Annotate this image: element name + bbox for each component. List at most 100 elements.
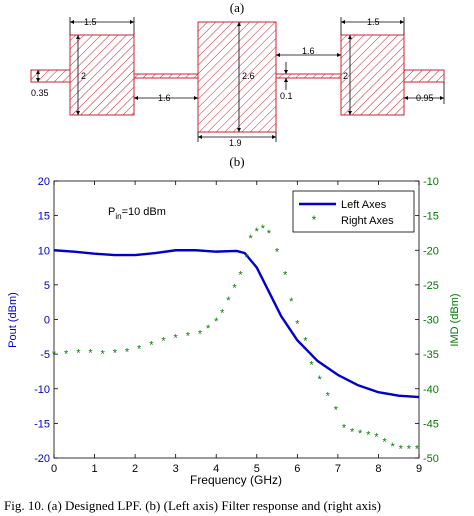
x-tick-label: 9 — [416, 463, 422, 475]
dim-stub3-length: 2 — [343, 71, 348, 81]
dim-stub2-length: 2.6 — [242, 71, 255, 81]
x-axis-label: Frequency (GHz) — [190, 473, 282, 487]
lpf-geometry — [30, 21, 445, 133]
y-right-tick-label: -10 — [423, 176, 439, 188]
stub-2 — [197, 21, 277, 133]
x-tick-label: 7 — [335, 463, 341, 475]
dim-line-width: 0.1 — [280, 91, 293, 101]
series-point-right-axes: * — [137, 344, 142, 356]
dim-feed-length: 0.95 — [416, 93, 434, 103]
series-point-right-axes: * — [399, 443, 404, 455]
x-tick-label: 0 — [51, 463, 57, 475]
series-point-right-axes: * — [289, 296, 294, 308]
y-left-tick-label: 10 — [38, 245, 50, 257]
x-tick-label: 1 — [91, 463, 97, 475]
line-2 — [275, 73, 342, 79]
legend-box — [292, 190, 415, 233]
y-right-tick-label: -50 — [423, 453, 439, 465]
series-point-right-axes: * — [238, 269, 243, 281]
series-point-right-axes: * — [101, 348, 106, 360]
series-point-right-axes: * — [174, 333, 179, 345]
series-point-right-axes: * — [76, 348, 81, 360]
series-point-right-axes: * — [261, 223, 266, 235]
y-left-tick-label: 5 — [44, 280, 50, 292]
series-line-left-axes — [53, 249, 420, 399]
y-left-tick-label: 20 — [38, 176, 50, 188]
figure-caption: Fig. 10. (a) Designed LPF. (b) (Left axi… — [4, 498, 381, 513]
series-point-right-axes: * — [64, 348, 69, 360]
y-right-tick-label: -15 — [423, 211, 439, 223]
y-right-tick-label: -20 — [423, 245, 439, 257]
y-right-tick-label: -30 — [423, 315, 439, 327]
series-point-right-axes: * — [244, 252, 249, 264]
series-point-right-axes: * — [295, 319, 300, 331]
series-point-right-axes: * — [334, 405, 339, 417]
legend-marker-right: * — [312, 213, 317, 227]
series-point-right-axes: * — [113, 348, 118, 360]
x-tick-label: 6 — [294, 463, 300, 475]
caption-a: (a) — [229, 0, 245, 15]
x-tick-label: 5 — [254, 463, 260, 475]
series-point-right-axes: * — [232, 283, 237, 295]
x-tick-label: 8 — [375, 463, 381, 475]
stub-3 — [340, 34, 405, 116]
series-point-right-axes: * — [407, 443, 412, 455]
legend: Left Axes * Right Axes — [292, 190, 415, 233]
x-tick-label: 4 — [213, 463, 219, 475]
feed-line-left — [30, 69, 71, 83]
y-left-tick-label: 15 — [38, 211, 50, 223]
series-point-right-axes: * — [317, 374, 322, 386]
dim-line2-length: 1.6 — [302, 46, 315, 56]
series-point-right-axes: * — [309, 360, 314, 372]
feed-line-right — [403, 69, 445, 83]
y-right-tick-label: -45 — [423, 418, 439, 430]
series-point-right-axes: * — [161, 335, 166, 347]
series-point-right-axes: * — [149, 339, 154, 351]
y-left-tick-label: 0 — [44, 315, 50, 327]
y-left-tick-label: -20 — [34, 453, 50, 465]
y-axis-label-right: IMD (dBm) — [449, 293, 461, 346]
series-point-right-axes: * — [382, 436, 387, 448]
lpf-layout-diagram: 1.5 2 0.35 1.6 2.6 1.9 1.6 0.1 2 1.5 0.9… — [30, 17, 445, 148]
y-left-tick-label: -15 — [34, 418, 50, 430]
y-right-tick-label: -40 — [423, 384, 439, 396]
series-point-right-axes: * — [267, 228, 272, 240]
legend-label-left: Left Axes — [341, 199, 387, 211]
legend-label-right: Right Axes — [341, 215, 394, 227]
series-point-right-axes: * — [415, 443, 420, 455]
series-point-right-axes: * — [275, 247, 280, 259]
series-point-right-axes: * — [214, 316, 219, 328]
dim-stub1-length: 2 — [81, 71, 86, 81]
filter-response-chart: 0 1 2 3 4 5 6 7 8 9 20 15 10 5 0 -5 -10 -15 -20 -10 -15 -20 -2… — [7, 176, 461, 487]
dim-stub3-width: 1.5 — [367, 17, 380, 27]
series-point-right-axes: * — [342, 423, 347, 435]
y-right-tick-label: -35 — [423, 349, 439, 361]
series-point-right-axes: * — [283, 269, 288, 281]
series-point-right-axes: * — [206, 323, 211, 335]
series-point-right-axes: * — [374, 432, 379, 444]
series-point-right-axes: * — [52, 349, 57, 361]
series-point-right-axes: * — [125, 346, 130, 358]
dim-feed-width: 0.35 — [31, 88, 49, 98]
pin-annotation: Pin=10 dBm — [108, 206, 166, 221]
stub-1 — [69, 34, 135, 116]
caption-b: (b) — [229, 154, 245, 169]
y-right-tick-label: -25 — [423, 280, 439, 292]
series-point-right-axes: * — [366, 429, 371, 441]
series-point-right-axes: * — [350, 427, 355, 439]
series-point-right-axes: * — [88, 348, 93, 360]
y-left-tick-label: -10 — [34, 384, 50, 396]
series-point-right-axes: * — [255, 226, 260, 238]
series-point-right-axes: * — [220, 308, 225, 320]
x-tick-label: 3 — [173, 463, 179, 475]
series-point-right-axes: * — [303, 335, 308, 347]
dim-stub2-width: 1.9 — [229, 138, 242, 148]
series-point-right-axes: * — [390, 441, 395, 453]
line-1 — [133, 73, 199, 79]
series-point-right-axes: * — [198, 328, 203, 340]
dim-stub1-width: 1.5 — [84, 17, 97, 27]
series-point-right-axes: * — [358, 428, 363, 440]
y-left-tick-label: -5 — [40, 349, 50, 361]
series-point-right-axes: * — [226, 295, 231, 307]
y-axis-label-left: Pout (dBm) — [7, 292, 19, 348]
